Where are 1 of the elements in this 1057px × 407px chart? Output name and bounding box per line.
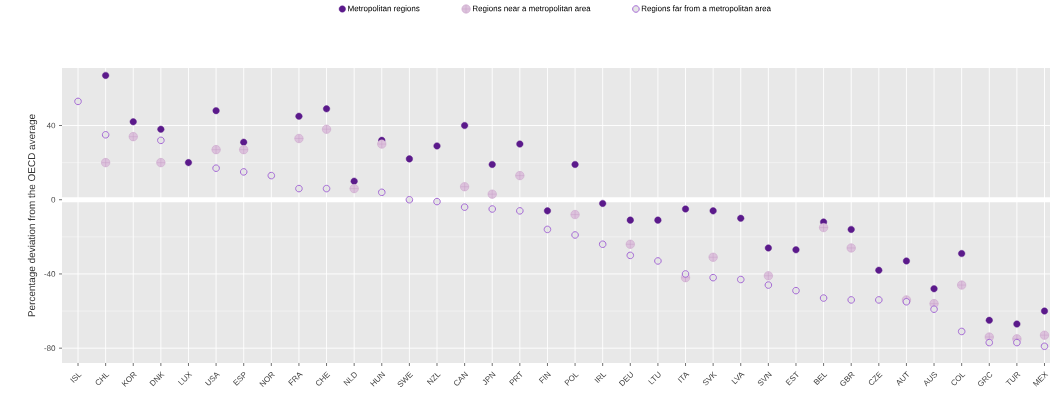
y-axis-title: Percentage deviation from the OECD average	[27, 114, 38, 317]
